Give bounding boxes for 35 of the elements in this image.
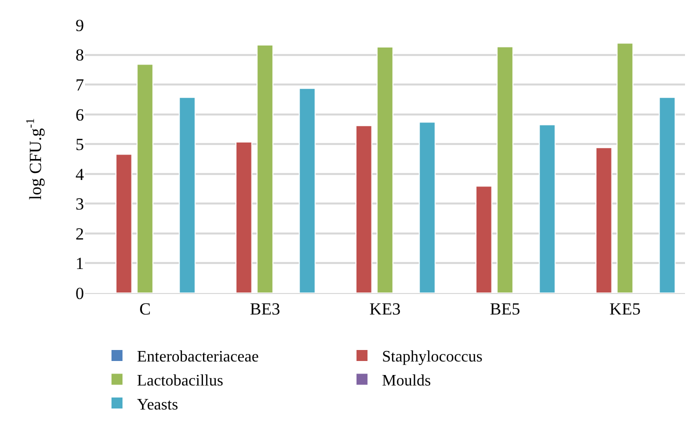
bar — [178, 96, 196, 293]
bar — [475, 186, 492, 293]
y-tick-label: 2 — [76, 224, 84, 244]
bar — [115, 154, 132, 293]
bar — [496, 46, 514, 293]
legend-label: Yeasts — [137, 396, 178, 414]
y-tick-label: 1 — [76, 254, 84, 274]
y-tick-label: 7 — [76, 76, 84, 95]
legend-label: Moulds — [382, 372, 431, 390]
bar — [538, 124, 556, 293]
x-tick-label: KE5 — [609, 299, 641, 318]
bar — [256, 44, 274, 293]
y-tick-label: 3 — [76, 194, 84, 214]
bar — [355, 125, 372, 293]
bar — [235, 142, 252, 293]
bar — [298, 88, 316, 293]
y-tick-label: 4 — [76, 164, 84, 184]
bar — [658, 96, 676, 293]
y-tick-label: 8 — [76, 46, 84, 65]
legend-label: Staphylococcus — [382, 348, 482, 366]
bar — [616, 42, 634, 293]
legend-label: Enterobacteriaceae — [137, 348, 259, 366]
x-tick-label: KE3 — [369, 299, 401, 318]
y-tick-label: 5 — [76, 135, 84, 154]
bar — [418, 122, 436, 293]
legend-label: Lactobacillus — [137, 372, 224, 390]
y-tick-label: 9 — [76, 16, 84, 35]
x-tick-label: BE3 — [250, 299, 280, 318]
bar — [595, 147, 612, 293]
bar — [136, 64, 154, 293]
x-tick-label: BE5 — [490, 299, 520, 318]
y-tick-label: 0 — [76, 284, 84, 303]
y-tick-label: 6 — [76, 105, 84, 124]
bar — [376, 46, 394, 293]
x-tick-label: C — [139, 299, 151, 318]
